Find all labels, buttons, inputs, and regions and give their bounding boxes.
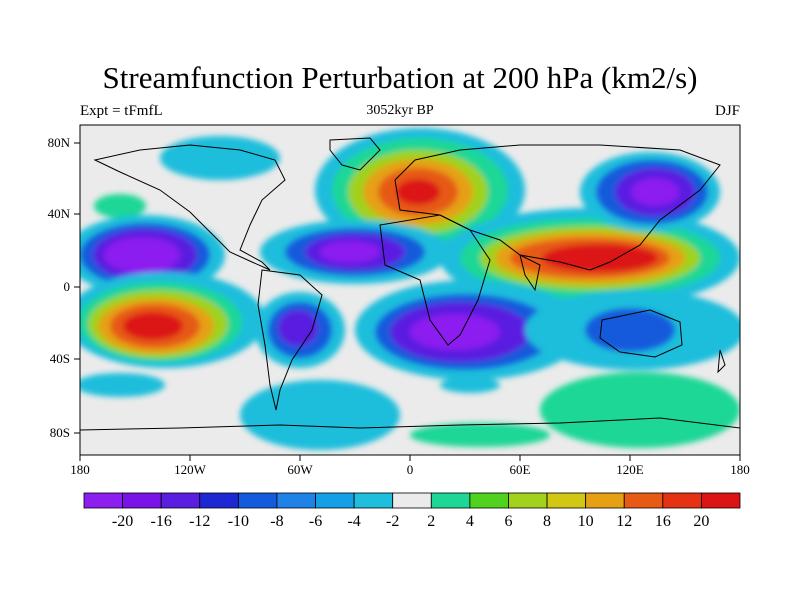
- lon-tick-label: 180: [730, 462, 750, 477]
- colorbar-swatch: [122, 492, 162, 509]
- lon-tick-label: 120W: [174, 462, 207, 477]
- colorbar-swatch: [546, 492, 587, 509]
- colorbar-label: -8: [270, 513, 283, 530]
- colorbar-swatch: [315, 492, 355, 509]
- shaded-contours: [80, 128, 740, 450]
- colorbar-label: 8: [543, 513, 551, 530]
- colorbar-swatch: [662, 492, 702, 509]
- colorbar-swatch: [83, 492, 123, 509]
- coastlines: [80, 137, 740, 431]
- colorbar-label: 10: [578, 513, 594, 530]
- tick-marks: [74, 142, 741, 461]
- chart-title: Streamfunction Perturbation at 200 hPa (…: [102, 60, 698, 95]
- colorbar-label: -12: [189, 513, 210, 530]
- colorbar-label: -6: [309, 513, 322, 530]
- colorbar-label: 20: [693, 513, 709, 530]
- colorbar-swatch: [508, 492, 548, 509]
- lon-tick-label: 180: [70, 462, 90, 477]
- colorbar-swatch: [469, 492, 509, 509]
- colorbar-swatch: [276, 492, 316, 509]
- colorbar-swatch: [237, 492, 278, 509]
- lat-tick-label: 80N: [48, 135, 71, 150]
- colorbar-swatch: [160, 492, 201, 509]
- lon-tick-label: 120E: [616, 462, 644, 477]
- colorbar-label: 2: [427, 513, 435, 530]
- lat-tick-label: 40N: [48, 206, 71, 221]
- time-label: 3052kyr BP: [366, 103, 434, 118]
- colorbar-label: -10: [228, 513, 249, 530]
- colorbar-swatch: [199, 492, 239, 509]
- colorbar-swatch: [430, 492, 471, 509]
- colorbar-label: -2: [386, 513, 399, 530]
- lon-tick-label: 60E: [510, 462, 531, 477]
- colorbar: -20 -16 -12 -10 -8 -6 -4 -2 2 4 6 8 10 12 16 20: [83, 492, 741, 530]
- colorbar-label: 16: [655, 513, 671, 530]
- colorbar-label: -4: [347, 513, 360, 530]
- colorbar-swatch: [701, 492, 741, 509]
- lon-tick-label: 0: [407, 462, 414, 477]
- colorbar-swatch: [623, 492, 664, 509]
- colorbar-swatch: [353, 492, 394, 509]
- contour-field: [80, 125, 740, 455]
- lon-tick-label: 60W: [287, 462, 313, 477]
- colorbar-swatch: [585, 492, 625, 509]
- season-label: DJF: [714, 103, 740, 119]
- lat-tick-label: 80S: [50, 425, 70, 440]
- experiment-label: Expt = tFmfL: [80, 103, 163, 119]
- colorbar-label: 4: [466, 513, 474, 530]
- lat-tick-label: 0: [64, 279, 71, 294]
- colorbar-label: 6: [504, 513, 512, 530]
- colorbar-label: -20: [112, 513, 133, 530]
- lat-tick-label: 40S: [50, 351, 70, 366]
- colorbar-label: -16: [151, 513, 172, 530]
- colorbar-swatch: [392, 492, 432, 509]
- colorbar-label: 12: [616, 513, 632, 530]
